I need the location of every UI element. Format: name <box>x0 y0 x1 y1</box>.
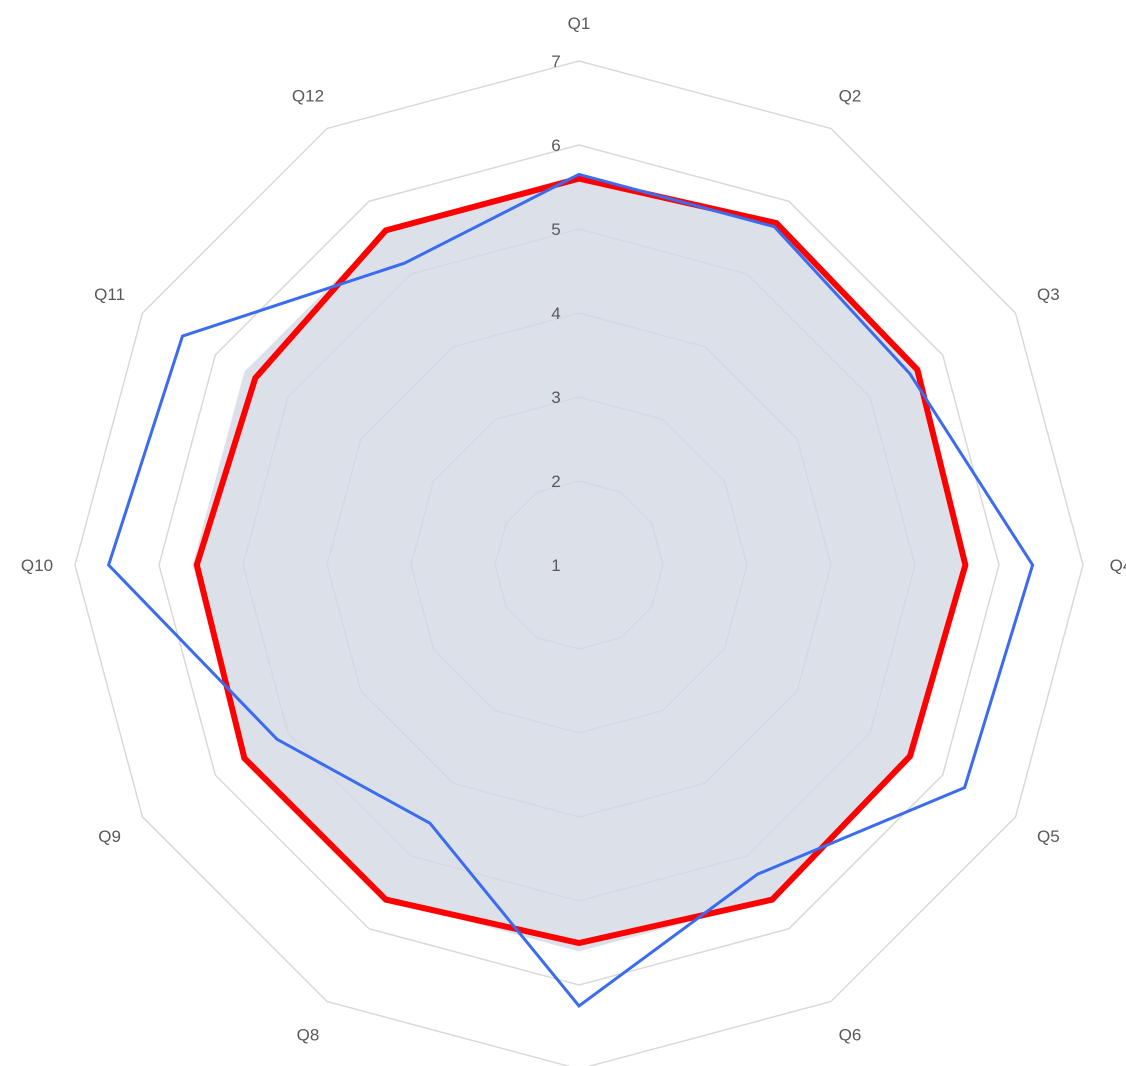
category-label-q10: Q10 <box>21 556 53 575</box>
category-label-q8: Q8 <box>297 1025 320 1044</box>
radial-tick-label-4: 4 <box>551 304 560 323</box>
radial-tick-label-2: 2 <box>551 472 560 491</box>
category-label-q3: Q3 <box>1037 285 1060 304</box>
grid-ring-7 <box>74 60 1084 1066</box>
series-line-3 <box>106 172 1035 1009</box>
radial-tick-label-5: 5 <box>551 220 560 239</box>
category-label-q1: Q1 <box>568 14 591 33</box>
category-label-q5: Q5 <box>1037 827 1060 846</box>
radial-tick-label-6: 6 <box>551 136 560 155</box>
series-area-1 <box>192 174 966 952</box>
radar-labels: 1234567Q1Q2Q3Q4Q5Q6Q7Q8Q9Q10Q11Q12 <box>21 14 1126 1044</box>
category-label-q11: Q11 <box>94 285 125 304</box>
radial-tick-label-3: 3 <box>551 388 560 407</box>
grid-ring-6 <box>158 144 1000 986</box>
series-line-2 <box>193 175 969 947</box>
radar-series <box>106 172 1035 1009</box>
category-label-q6: Q6 <box>839 1025 862 1044</box>
radial-tick-label-7: 7 <box>551 52 560 71</box>
category-label-q4: Q4 <box>1110 556 1126 575</box>
category-label-q12: Q12 <box>292 87 324 106</box>
category-label-q2: Q2 <box>839 87 862 106</box>
radial-tick-label-1: 1 <box>551 556 560 575</box>
category-label-q9: Q9 <box>98 827 121 846</box>
